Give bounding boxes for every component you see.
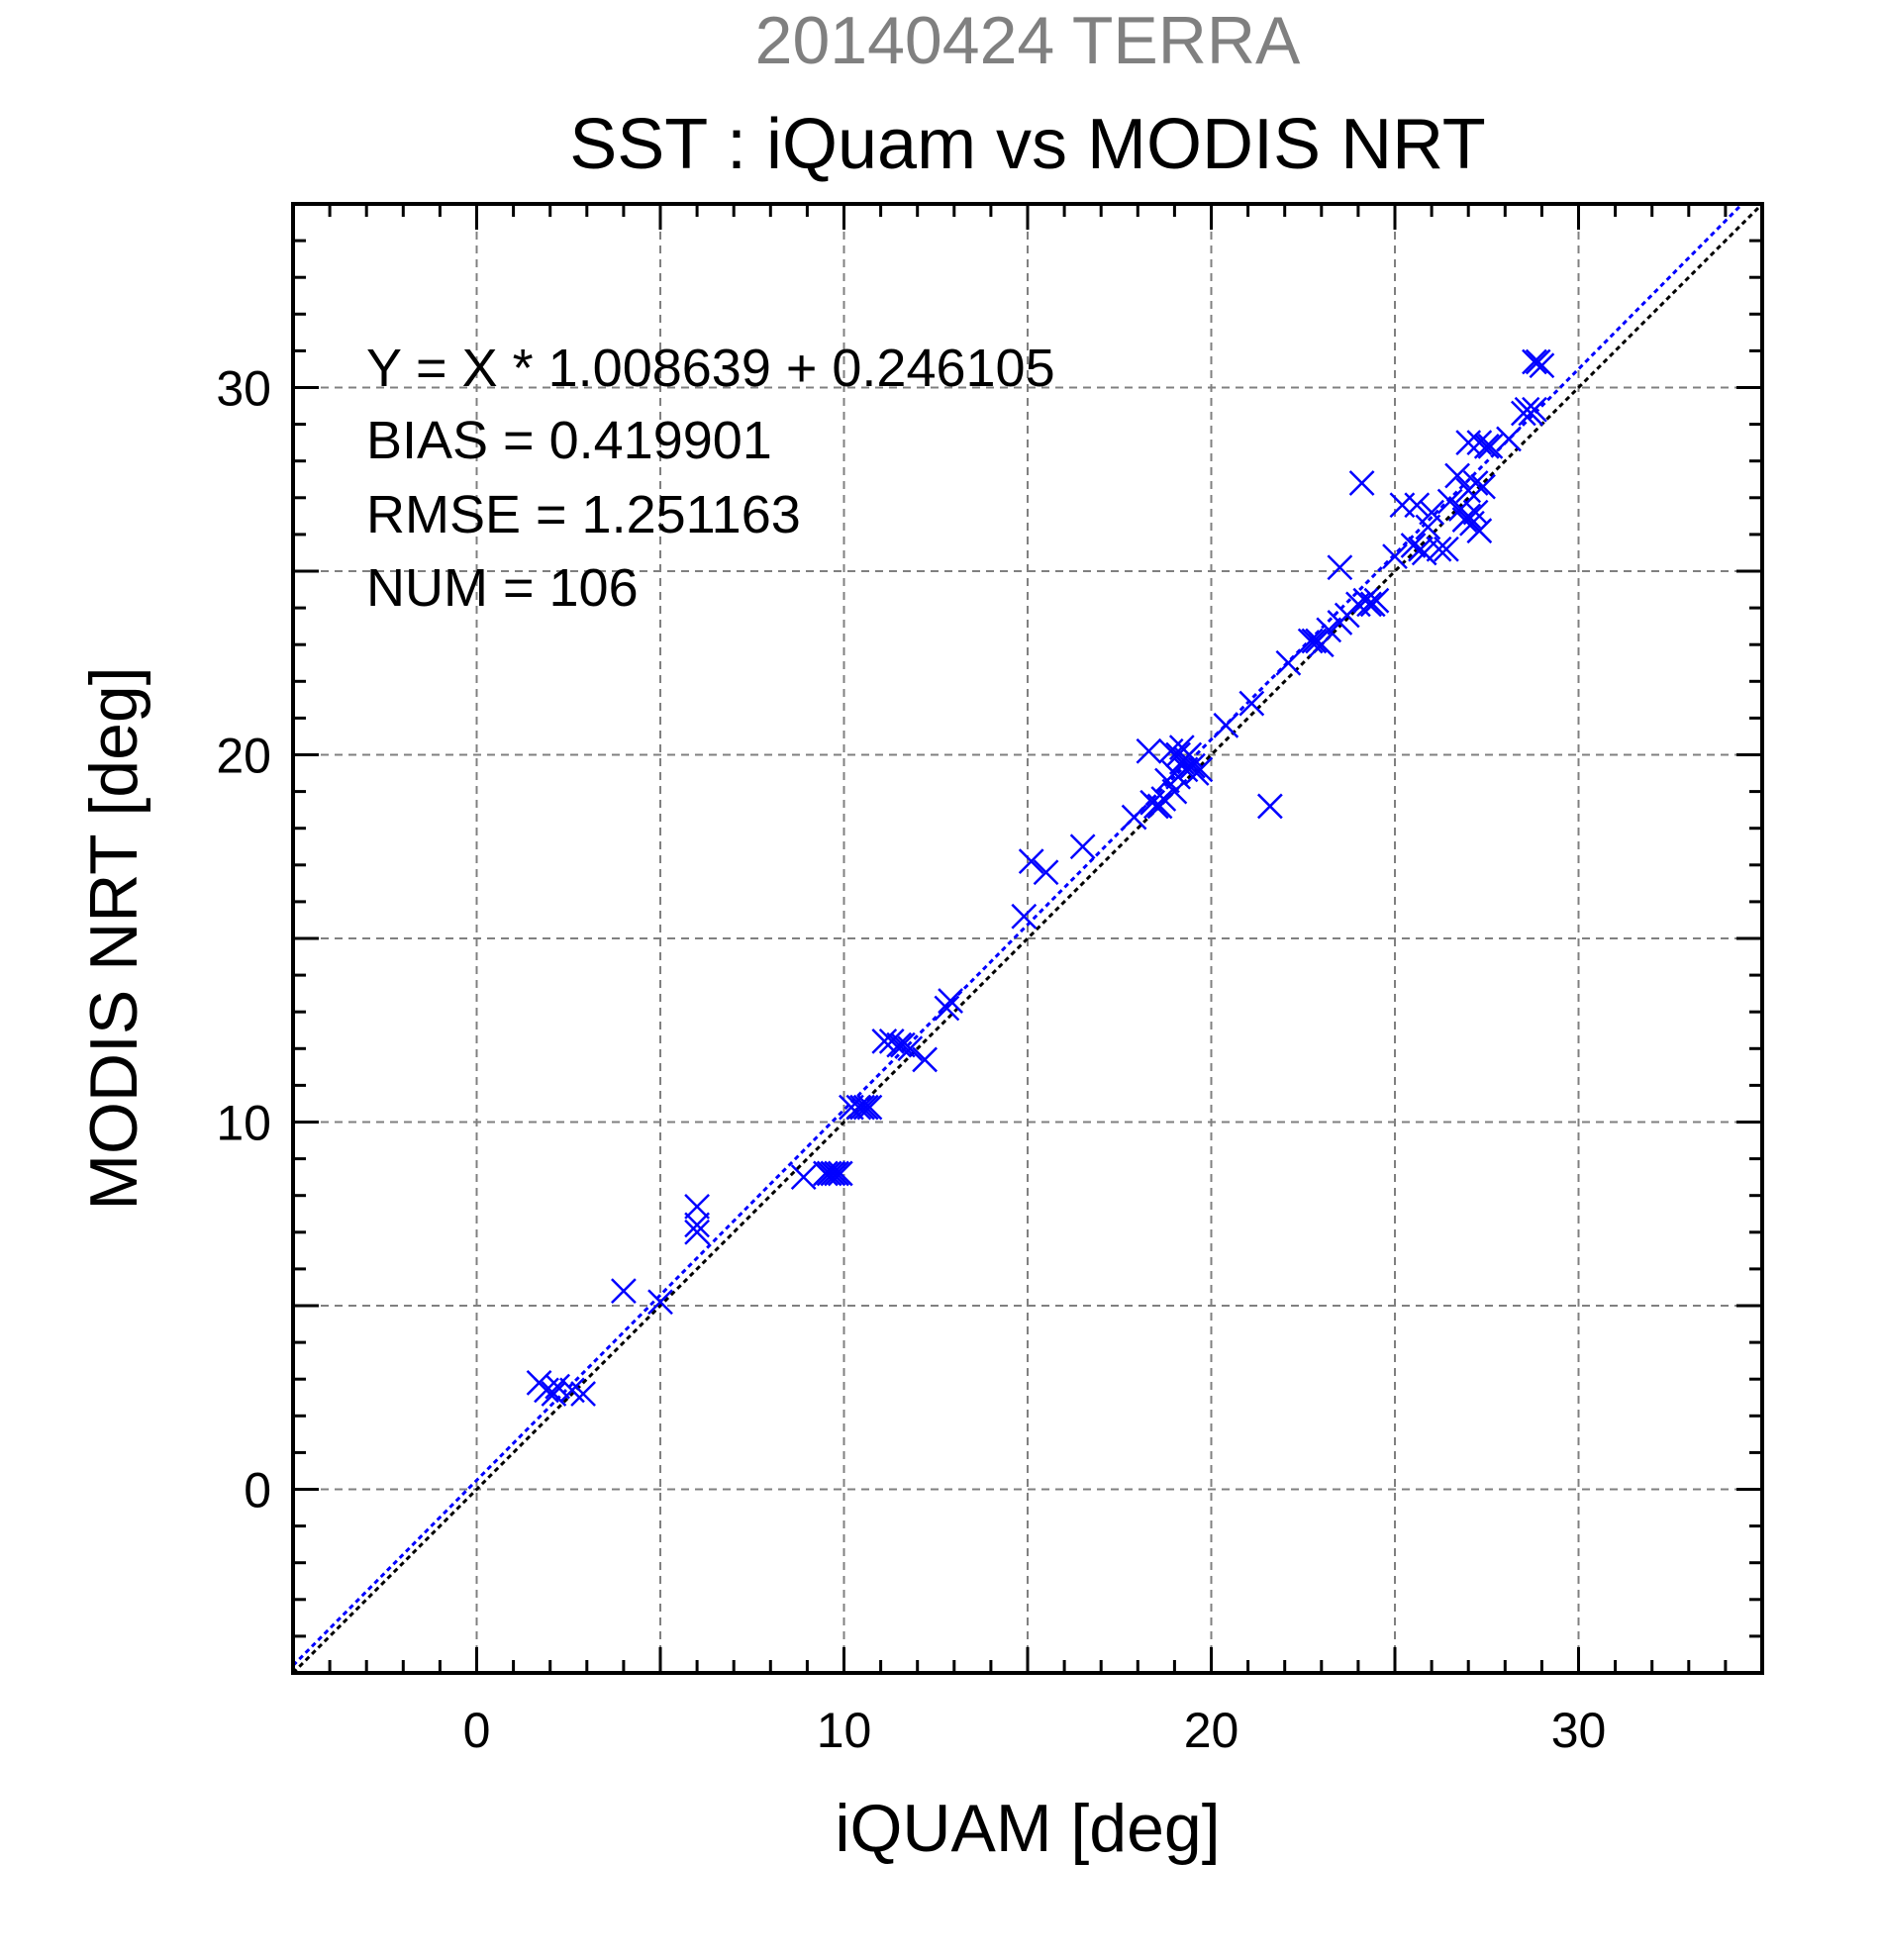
data-point — [849, 1094, 875, 1121]
data-point — [1256, 793, 1283, 820]
data-points — [526, 348, 1555, 1407]
data-point — [790, 1164, 817, 1191]
y-axis-label: MODIS NRT [deg] — [76, 666, 151, 1210]
data-point — [1069, 833, 1096, 860]
y-tick-label: 20 — [216, 729, 271, 784]
data-point — [856, 1094, 883, 1121]
data-point — [820, 1160, 846, 1187]
data-point — [897, 1035, 924, 1062]
data-point — [1316, 617, 1342, 643]
data-point — [1466, 518, 1493, 544]
chart-title: SST : iQuam vs MODIS NRT — [569, 105, 1486, 184]
data-point — [1455, 430, 1482, 456]
data-point — [1411, 539, 1437, 566]
data-point — [1213, 712, 1239, 738]
data-point — [1444, 462, 1470, 489]
x-tick-label: 0 — [463, 1703, 491, 1758]
data-point — [1470, 473, 1496, 500]
data-point — [1389, 492, 1416, 519]
data-point — [1238, 690, 1265, 717]
data-point — [684, 1193, 710, 1220]
data-point — [1496, 426, 1522, 452]
data-point — [1419, 499, 1444, 526]
data-point — [1033, 859, 1059, 886]
data-point — [934, 995, 960, 1022]
data-point — [1180, 752, 1206, 779]
data-point — [1473, 433, 1500, 459]
data-point — [912, 1046, 939, 1073]
grid — [293, 204, 1762, 1673]
chart-supertitle: 20140424 TERRA — [755, 3, 1301, 78]
data-point — [1404, 492, 1431, 519]
data-point — [684, 1219, 710, 1245]
data-point — [845, 1094, 872, 1121]
data-point — [1426, 536, 1452, 562]
data-point — [611, 1278, 637, 1305]
data-point — [827, 1160, 853, 1187]
data-point — [544, 1373, 571, 1400]
stats-num: NUM = 106 — [366, 558, 639, 618]
data-point — [1382, 543, 1408, 570]
data-point — [570, 1381, 596, 1407]
data-point — [1363, 587, 1390, 614]
x-tick-label: 20 — [1184, 1703, 1239, 1758]
data-point — [1187, 756, 1214, 783]
data-point — [1011, 903, 1038, 930]
stats-bias: BIAS = 0.419901 — [366, 411, 772, 470]
data-point — [1415, 514, 1441, 540]
data-point — [1522, 396, 1547, 423]
data-point — [1348, 470, 1375, 496]
axis-ticks — [291, 202, 1764, 1675]
y-tick-label: 30 — [216, 361, 271, 417]
x-tick-labels: 0 10 20 30 — [463, 1703, 1607, 1758]
data-point — [889, 1031, 916, 1058]
data-point — [1529, 352, 1555, 379]
y-tick-label: 10 — [216, 1096, 271, 1151]
data-point — [1308, 632, 1335, 658]
y-tick-labels: 0 10 20 30 — [216, 361, 271, 1519]
stats-fit-equation: Y = X * 1.008639 + 0.246105 — [366, 339, 1055, 398]
data-point — [1301, 628, 1328, 654]
data-point — [1275, 649, 1302, 676]
stats-rmse: RMSE = 1.251163 — [366, 485, 801, 544]
data-point — [938, 988, 963, 1014]
y-tick-label: 0 — [244, 1463, 271, 1519]
data-point — [852, 1094, 879, 1121]
x-tick-label: 30 — [1551, 1703, 1607, 1758]
data-point — [1345, 591, 1371, 618]
plot-frame — [291, 202, 1764, 1675]
data-point — [1522, 348, 1547, 375]
x-tick-label: 10 — [817, 1703, 872, 1758]
stats-box: Y = X * 1.008639 + 0.246105 BIAS = 0.419… — [366, 339, 1055, 618]
data-point — [1436, 488, 1463, 515]
data-point — [1161, 778, 1188, 805]
data-point — [1327, 554, 1353, 581]
data-point — [541, 1381, 567, 1407]
data-point — [1356, 591, 1382, 618]
data-point — [1455, 503, 1482, 530]
data-point — [1462, 470, 1489, 496]
data-point — [684, 1212, 710, 1238]
data-point — [1136, 737, 1162, 764]
x-axis-label: iQUAM [deg] — [835, 1791, 1220, 1866]
data-point — [1477, 433, 1504, 459]
data-point — [824, 1160, 849, 1187]
data-point — [647, 1289, 673, 1316]
data-point — [1018, 848, 1044, 874]
data-point — [1400, 533, 1427, 558]
data-point — [816, 1160, 842, 1187]
data-point — [1434, 536, 1459, 562]
data-point — [1121, 804, 1147, 831]
